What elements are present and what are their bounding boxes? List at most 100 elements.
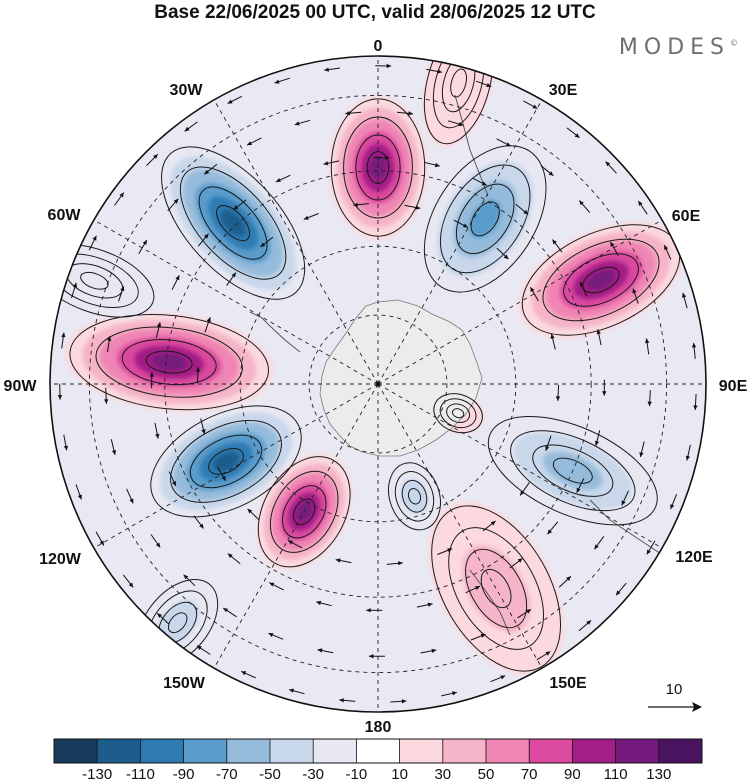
- wind-vector-head: [303, 215, 309, 220]
- colorbar-tick-label: -130: [82, 766, 112, 783]
- colorbar-swatch: [529, 739, 573, 763]
- streamline: [355, 134, 401, 201]
- streamline-contours: [50, 56, 681, 672]
- wind-vector-head: [670, 504, 675, 510]
- wind-vector-head: [415, 205, 421, 210]
- streamline: [441, 56, 476, 113]
- anomaly-cell: [518, 221, 684, 339]
- anomaly-contour-fill: [220, 209, 246, 237]
- wind-vector-head: [128, 582, 134, 588]
- wind-vector-head: [431, 648, 437, 653]
- wind-vector-head: [552, 239, 557, 245]
- wind-vector-head: [532, 104, 538, 109]
- wind-vector-head: [594, 440, 600, 446]
- wind-vector-head: [505, 142, 511, 147]
- streamline: [465, 548, 528, 629]
- wind-vector-head: [294, 121, 300, 126]
- wind-vector-head: [155, 433, 160, 439]
- streamline: [281, 485, 327, 539]
- streamline: [510, 430, 636, 512]
- brand-mark: ©: [730, 38, 738, 48]
- wind-vector-head: [481, 181, 487, 186]
- streamline: [470, 201, 500, 237]
- wind-vector-head: [682, 292, 687, 298]
- wind-vector-head: [566, 576, 571, 581]
- wind-vector-head: [427, 602, 433, 607]
- streamline: [293, 498, 316, 526]
- wind-vector-head: [368, 654, 374, 659]
- colorbar-tick-label: -10: [346, 766, 368, 783]
- wind-vector-head: [520, 490, 525, 496]
- wind-vector-head: [172, 481, 176, 487]
- streamline: [487, 415, 658, 526]
- meridian-line: [377, 99, 543, 385]
- wind-vector-head: [664, 245, 669, 250]
- wind-vector-head: [437, 69, 442, 74]
- colorbar-tick-label: -70: [216, 766, 238, 783]
- streamline-group: [257, 456, 351, 568]
- wind-vector-head: [268, 633, 274, 637]
- streamline: [439, 164, 531, 274]
- lon-label-30w: 30W: [170, 82, 204, 99]
- anomaly-cell: [64, 311, 274, 413]
- wind-vector-head: [119, 192, 124, 198]
- wind-vector-head: [201, 429, 206, 434]
- streamline: [80, 271, 109, 290]
- streamline: [439, 398, 477, 429]
- streamline: [423, 56, 494, 145]
- streamline: [189, 434, 263, 489]
- streamline-group: [161, 146, 306, 300]
- wind-vector-head: [289, 688, 294, 693]
- lon-label-150w: 150W: [163, 675, 206, 692]
- reference-vector: 10: [648, 681, 702, 712]
- wind-vector-head: [241, 671, 247, 676]
- colorbar-swatch: [399, 739, 444, 763]
- wind-vector-head: [129, 498, 134, 504]
- streamline: [451, 408, 465, 419]
- wind-vector-head: [339, 698, 344, 703]
- streamline: [216, 204, 251, 242]
- colorbar-tick-label: -30: [302, 766, 324, 783]
- brand-text: MODES: [618, 35, 730, 60]
- streamline: [121, 339, 217, 386]
- wind-vector-head: [647, 401, 652, 407]
- wind-vector-head: [555, 396, 561, 401]
- streamline-group: [433, 393, 483, 434]
- wind-vector-head: [447, 548, 453, 553]
- wind-vector-head: [345, 111, 350, 116]
- colorbar-swatch: [226, 739, 271, 763]
- streamline: [69, 314, 269, 411]
- anomaly-cell: [422, 56, 495, 147]
- streamline: [150, 405, 302, 518]
- wind-vector-head: [120, 286, 125, 292]
- lon-label-120w: 120W: [39, 551, 82, 568]
- anomaly-contour-fill: [462, 544, 531, 633]
- wind-vector-head: [61, 332, 66, 338]
- wind-vector-head: [632, 288, 637, 294]
- streamline: [480, 568, 512, 609]
- colorbar-swatch: [270, 739, 314, 763]
- streamline: [366, 151, 390, 184]
- wind-vector-head: [434, 162, 440, 168]
- streamline-group: [388, 462, 441, 531]
- wind-vector-head: [57, 395, 63, 400]
- wind-vector-head: [602, 391, 607, 396]
- streamline: [50, 244, 155, 318]
- wind-vector-head: [530, 287, 535, 293]
- wind-vector-head: [353, 202, 358, 207]
- wind-vector-head: [335, 558, 341, 563]
- streamline: [269, 470, 339, 553]
- colorbar-tick-label: -110: [126, 766, 155, 783]
- streamline-group: [431, 505, 562, 672]
- wind-vector-head: [386, 63, 392, 69]
- colorbar-swatch: [356, 739, 400, 763]
- anomaly-cell: [428, 501, 564, 676]
- anomaly-contour-fill: [422, 56, 495, 147]
- streamline: [431, 505, 562, 672]
- colorbar-tick-label: 130: [646, 766, 671, 783]
- wind-vector-head: [547, 529, 553, 535]
- wind-vector-head: [458, 122, 464, 127]
- wind-vector-head: [548, 171, 554, 176]
- wind-vector-head: [526, 609, 531, 614]
